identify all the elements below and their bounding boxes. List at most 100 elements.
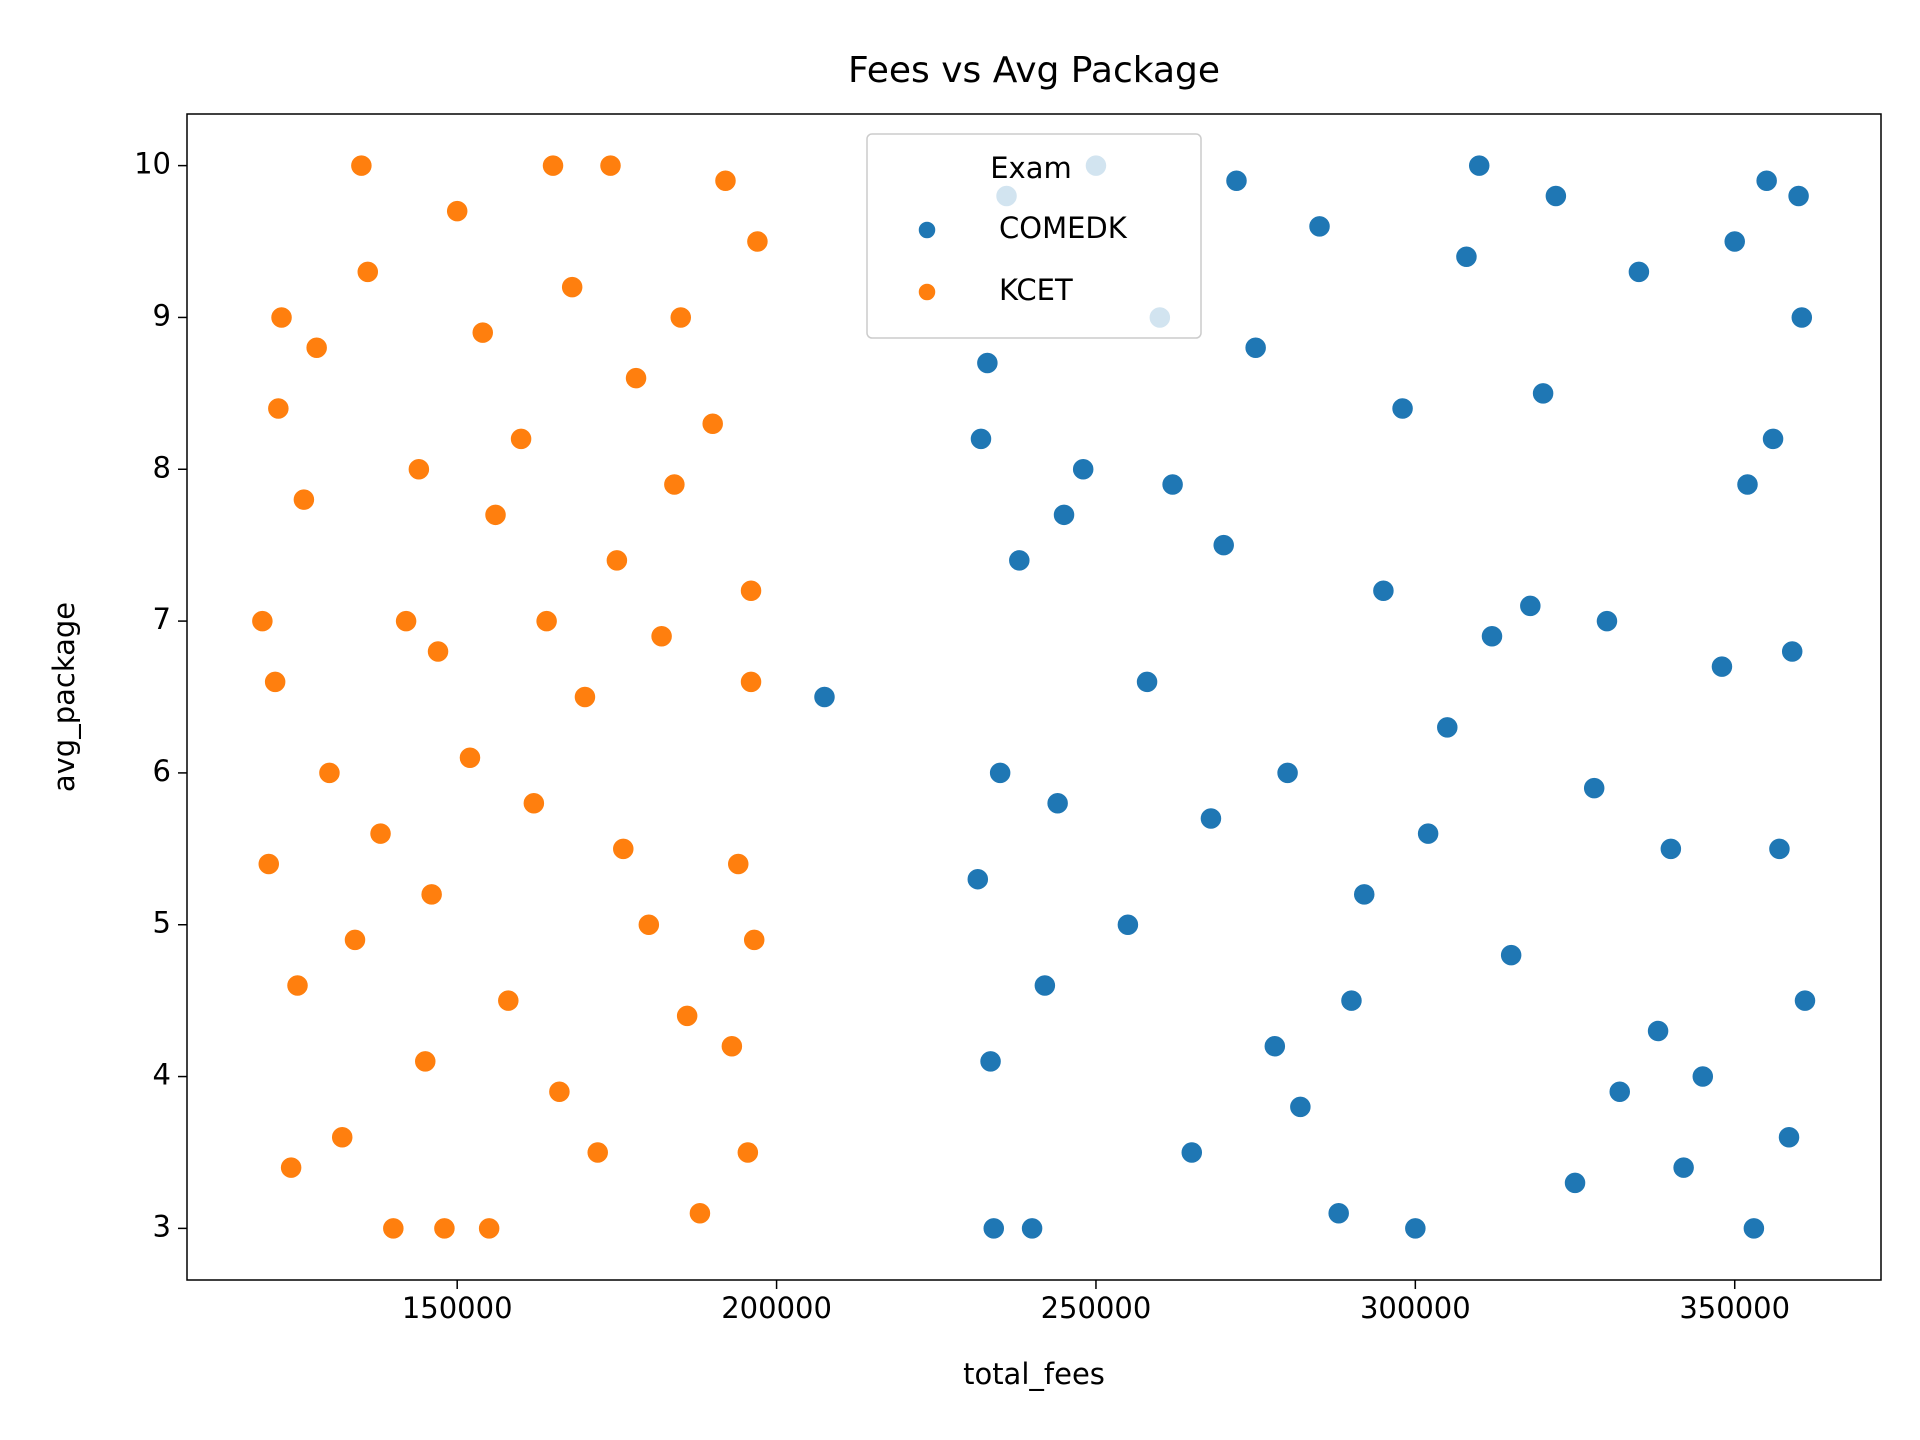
point: [966, 867, 990, 891]
point: [1671, 1155, 1696, 1180]
point: [1211, 533, 1236, 557]
point: [1135, 670, 1159, 694]
y-tick-label: 7: [153, 602, 171, 636]
point: [700, 411, 725, 436]
point: [624, 366, 648, 390]
point: [745, 229, 770, 254]
point: [1777, 1125, 1801, 1150]
point: [978, 1049, 1003, 1074]
point: [1160, 472, 1185, 497]
point: [1754, 169, 1779, 193]
point: [611, 837, 636, 861]
point: [477, 1216, 501, 1241]
point: [1544, 184, 1568, 208]
point: [560, 275, 584, 299]
point: [988, 761, 1012, 785]
x-axis-label: total_fees: [963, 1357, 1105, 1391]
point: [1116, 912, 1140, 937]
point: [304, 336, 329, 360]
point: [662, 472, 687, 497]
point: [1518, 594, 1543, 618]
point: [1243, 336, 1268, 360]
point: [317, 761, 342, 785]
point: [1659, 837, 1683, 861]
point: [1454, 244, 1479, 269]
point: [1722, 229, 1747, 254]
point: [470, 320, 495, 345]
point: [1627, 260, 1651, 284]
point: [285, 973, 310, 998]
point: [688, 1201, 712, 1225]
point: [812, 685, 837, 709]
point: [483, 503, 508, 527]
point: [1531, 381, 1555, 406]
point: [1742, 1216, 1766, 1241]
legend-label: COMEDK: [999, 211, 1128, 245]
point: [1352, 882, 1376, 907]
point: [1020, 1216, 1044, 1241]
point: [1761, 427, 1785, 451]
point: [509, 427, 533, 451]
point: [413, 1049, 438, 1074]
y-tick-label: 4: [153, 1058, 171, 1092]
point: [1595, 609, 1619, 633]
point: [1467, 153, 1491, 178]
point: [605, 548, 629, 573]
point: [1790, 305, 1814, 330]
point: [1563, 1171, 1587, 1195]
point: [1339, 988, 1364, 1013]
point: [1045, 791, 1070, 816]
point: [426, 639, 450, 664]
legend-title: Exam: [990, 151, 1072, 185]
point: [742, 928, 766, 952]
point: [343, 928, 367, 952]
x-tick-label: 200000: [721, 1291, 832, 1325]
point: [585, 1140, 610, 1165]
point: [547, 1079, 572, 1104]
point: [368, 821, 393, 846]
point: [1767, 837, 1792, 861]
legend-label: KCET: [999, 273, 1073, 307]
point: [266, 396, 291, 421]
point: [1691, 1064, 1715, 1089]
point: [726, 852, 751, 876]
point: [1735, 472, 1760, 497]
point: [720, 1034, 744, 1058]
point: [598, 153, 623, 178]
point: [982, 1216, 1006, 1241]
point: [1499, 943, 1523, 967]
point: [1390, 396, 1415, 421]
point: [1033, 973, 1057, 998]
y-tick-label: 6: [153, 754, 171, 788]
y-tick-label: 9: [153, 298, 171, 332]
point: [1180, 1140, 1204, 1165]
point: [1710, 654, 1734, 679]
point: [496, 988, 521, 1013]
point: [1646, 1019, 1670, 1043]
point: [675, 1004, 699, 1028]
point: [1052, 503, 1076, 527]
plot-frame: [186, 113, 1882, 1281]
point: [1780, 639, 1804, 664]
y-axis-label: avg_package: [47, 602, 81, 792]
point: [1288, 1095, 1313, 1119]
point: [713, 169, 738, 193]
x-tick-label: 150000: [402, 1291, 513, 1325]
point: [263, 670, 287, 694]
point: [534, 609, 559, 633]
point: [522, 791, 546, 816]
point: [1607, 1079, 1632, 1104]
point: [1786, 184, 1811, 208]
point: [1371, 578, 1396, 603]
point: [419, 882, 444, 907]
point: [1403, 1216, 1428, 1241]
point: [1326, 1201, 1351, 1225]
point: [458, 745, 482, 770]
points: [250, 153, 1817, 1241]
legend-box: [866, 133, 1202, 339]
point: [736, 1140, 760, 1165]
point: [1416, 821, 1440, 846]
point: [1435, 715, 1460, 740]
